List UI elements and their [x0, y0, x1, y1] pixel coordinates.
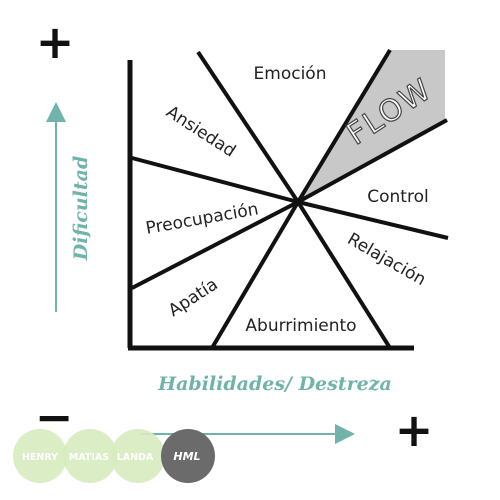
credit-circle-2 — [63, 429, 117, 483]
author-credit: HENRY MATIAS LANDA HML — [13, 429, 215, 483]
line-flow-lower — [297, 118, 448, 204]
flow-zone-shade — [298, 50, 445, 202]
credit-text-4: HML — [173, 450, 200, 463]
line-apatia-right — [210, 200, 300, 350]
line-emocion-left — [196, 50, 300, 204]
zone-label-apatia: Apatía — [165, 275, 222, 322]
line-preocupacion-lower — [131, 200, 299, 290]
zone-label-aburrimiento: Aburrimiento — [245, 316, 356, 336]
zone-label-control: Control — [367, 187, 428, 207]
line-aburrimiento-right — [296, 200, 392, 350]
credit-circle-3 — [111, 429, 165, 483]
y-axis-plus-sign: + — [36, 15, 75, 69]
credit-text-3: LANDA — [117, 452, 154, 463]
line-flow-upper — [296, 48, 392, 204]
line-control-lower — [297, 200, 449, 240]
zone-label-relajacion: Relajación — [344, 229, 429, 290]
zone-label-emocion: Emoción — [254, 64, 327, 84]
credit-circle-4 — [161, 429, 215, 483]
x-axis-title: Habilidades/ Destreza — [157, 373, 392, 395]
credit-text-1: HENRY — [22, 452, 58, 463]
credit-text-2: MATIAS — [69, 452, 109, 463]
zone-label-ansiedad: Ansiedad — [162, 102, 239, 162]
x-axis-plus-sign: + — [395, 403, 434, 457]
y-axis-title: Dificultad — [70, 156, 92, 261]
credit-circle-1 — [13, 429, 67, 483]
line-ansiedad-lower — [131, 156, 299, 204]
